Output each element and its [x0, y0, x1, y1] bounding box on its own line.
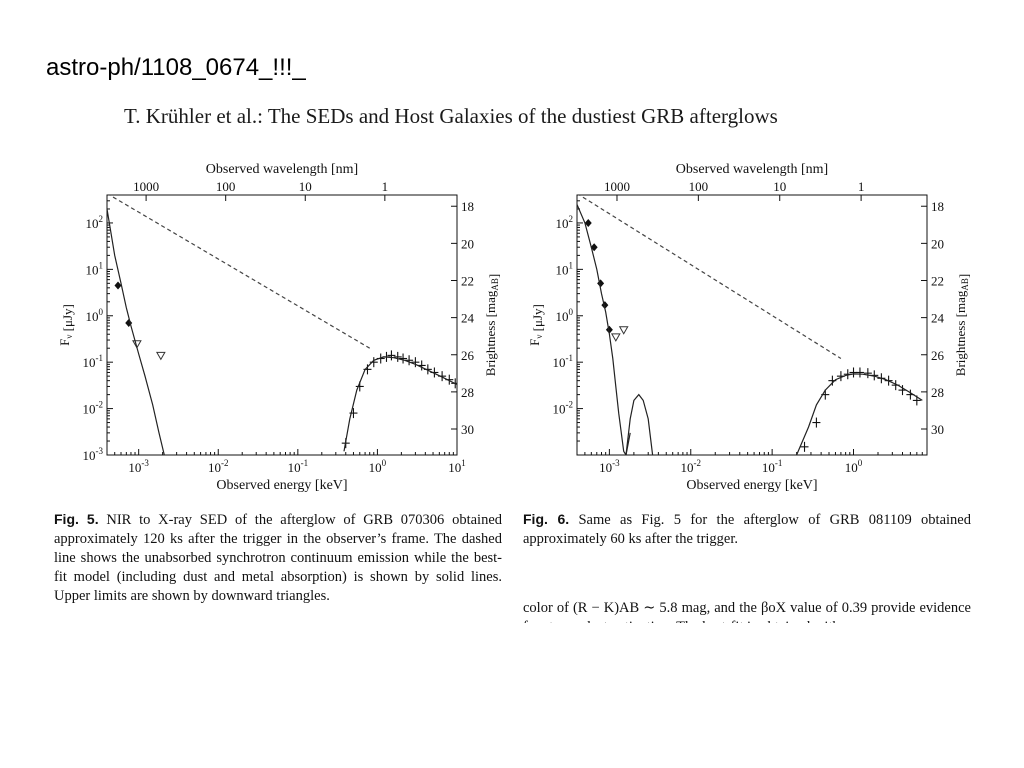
nir-data-point [584, 218, 592, 227]
y2-tick-label: 30 [931, 422, 944, 437]
upper-limit-marker [618, 326, 629, 335]
xray-data-point [800, 441, 809, 452]
xray-data-point [812, 417, 821, 428]
y-tick-label: 102 [86, 214, 104, 231]
xray-model-line [796, 373, 923, 455]
x-axis-label: Observed energy [keV] [686, 478, 817, 493]
y-tick-label: 10-2 [83, 400, 104, 417]
x-axis-label: Observed energy [keV] [216, 478, 347, 493]
y-tick-label: 101 [556, 260, 574, 277]
xray-data-point [369, 357, 378, 368]
y-tick-label: 10-2 [553, 400, 574, 417]
slide-label: astro-ph/1108_0674_!!!_ [46, 54, 306, 81]
y2-tick-label: 28 [461, 385, 474, 400]
figure-5-caption: Fig. 5. NIR to X-ray SED of the afterglo… [54, 510, 502, 606]
y-tick-label: 10-1 [553, 353, 574, 370]
y-tick-label: 100 [86, 307, 104, 324]
figure-5: 10-3 10-2 10-1 100 101 10-3 10-2 10-1 100 101 102 1… [50, 152, 510, 497]
y2-tick-label: 20 [461, 236, 474, 251]
figure-5-caption-label: Fig. 5. [54, 511, 99, 527]
figure-6-caption: Fig. 6. Same as Fig. 5 for the afterglow… [523, 510, 971, 549]
x2-tick-label: 10 [299, 179, 312, 194]
x-tick-label: 101 [448, 458, 466, 475]
y2-tick-label: 26 [931, 348, 945, 363]
x-tick-label: 10-1 [762, 458, 783, 475]
plot-area [107, 195, 457, 455]
nir-model-line [577, 204, 631, 455]
y-tick-label: 10-1 [83, 353, 104, 370]
xray-data-point [387, 350, 396, 361]
y-axis-label: Fν [μJy] [57, 304, 75, 346]
y2-tick-label: 20 [931, 236, 944, 251]
x-tick-label: 10-1 [288, 458, 309, 475]
x2-tick-label: 100 [216, 179, 236, 194]
figure-6: 10-3 10-2 10-1 100 10-2 10-1 100 101 102 1000 100 1… [520, 152, 980, 497]
nir-model-bump-line [625, 393, 654, 455]
y-tick-label: 102 [556, 214, 574, 231]
x-tick-label: 10-2 [681, 458, 702, 475]
y2-tick-label: 24 [931, 311, 945, 326]
x2-tick-label: 1000 [604, 179, 630, 194]
y2-tick-label: 18 [461, 199, 474, 214]
figure-6-caption-label: Fig. 6. [523, 511, 570, 527]
upper-limit-marker [610, 333, 621, 342]
x-tick-label: 10-3 [599, 458, 620, 475]
y2-tick-label: 18 [931, 199, 944, 214]
x2-axis-label: Observed wavelength [nm] [676, 162, 828, 177]
running-head: T. Krühler et al.: The SEDs and Host Gal… [124, 104, 778, 128]
x-tick-label: 100 [369, 458, 387, 475]
xray-model-line [343, 356, 457, 452]
nir-data-point [114, 281, 122, 290]
figure-6-caption-text: Same as Fig. 5 for the afterglow of GRB … [523, 512, 971, 547]
upper-limit-marker [155, 351, 166, 361]
y2-tick-label: 26 [461, 348, 475, 363]
xray-data-point [393, 351, 402, 362]
y2-tick-label: 24 [461, 311, 475, 326]
xray-data-point [405, 355, 414, 366]
x-tick-label: 10-3 [128, 458, 149, 475]
xray-data-point [411, 357, 420, 368]
nir-data-point [605, 325, 613, 334]
body-text-fragment: color of (R − K)AB ∼ 5.8 mag, and the βo… [523, 600, 971, 623]
y2-axis-label: Brightness [magAB] [953, 274, 971, 376]
xray-data-point [855, 367, 864, 378]
plot-frame [576, 194, 928, 456]
x-tick-label: 10-2 [208, 458, 229, 475]
x2-axis-label: Observed wavelength [nm] [206, 162, 358, 177]
y2-tick-label: 22 [461, 273, 474, 288]
y2-tick-label: 28 [931, 385, 944, 400]
y-tick-label: 10-3 [83, 446, 104, 463]
x-tick-label: 100 [845, 458, 863, 475]
nir-data-point [597, 279, 605, 288]
x2-tick-label: 10 [773, 179, 786, 194]
y2-axis-label: Brightness [magAB] [483, 274, 501, 376]
x2-tick-label: 100 [689, 179, 709, 194]
y2-tick-label: 30 [461, 422, 474, 437]
plot-area [577, 195, 923, 455]
nir-model-line [107, 208, 165, 455]
upper-limit-marker [132, 340, 142, 349]
x2-tick-label: 1 [382, 179, 389, 194]
figure-5-caption-text: NIR to X-ray SED of the afterglow of GRB… [54, 512, 502, 604]
figure-5-chart: 10-3 10-2 10-1 100 10110-310-210-11001011021… [57, 162, 501, 493]
xray-data-point [863, 368, 872, 379]
y-tick-label: 100 [556, 307, 574, 324]
plot-frame [106, 194, 458, 456]
xray-data-point [399, 353, 408, 364]
unabsorbed-model-line [108, 195, 371, 349]
x2-tick-label: 1000 [133, 179, 159, 194]
unabsorbed-model-line [578, 195, 842, 360]
x2-tick-label: 1 [858, 179, 865, 194]
y-tick-label: 101 [86, 260, 104, 277]
y2-tick-label: 22 [931, 273, 944, 288]
nir-data-point [601, 301, 609, 310]
y-axis-label: Fν [μJy] [527, 304, 545, 346]
